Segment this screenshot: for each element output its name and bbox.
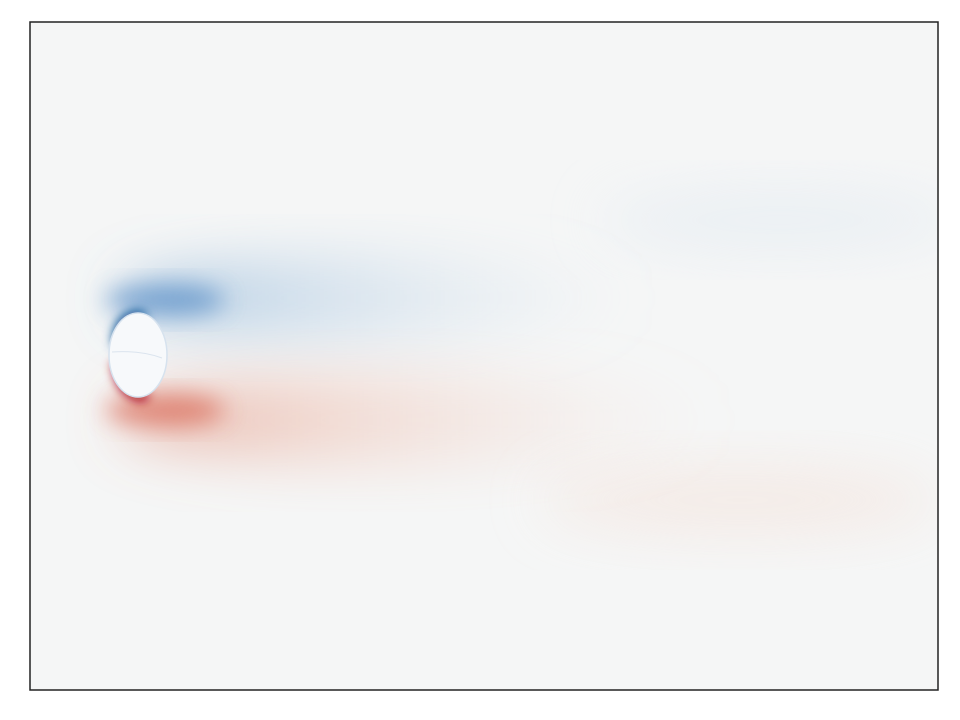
wake-blue [120,256,640,340]
field-background [30,22,938,690]
wake [105,190,937,535]
far-wake-red [540,465,937,535]
frame-border [29,21,939,691]
shear-blue [105,284,225,316]
shear-red [105,394,225,426]
wake-red [120,374,720,466]
cylinder-shading [111,351,163,359]
far-wake-blue [600,190,937,250]
cylinder [108,312,168,398]
